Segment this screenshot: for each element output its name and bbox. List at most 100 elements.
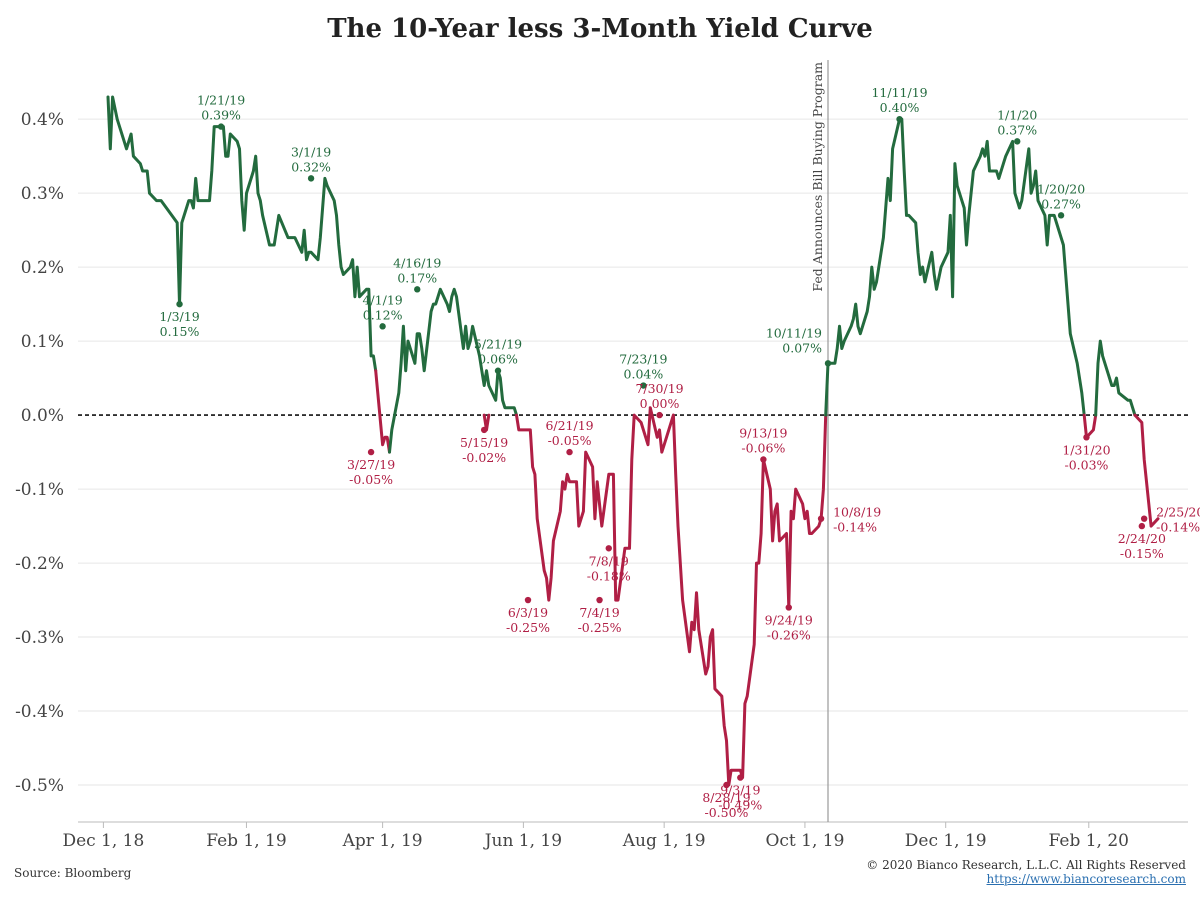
y-tick-label: 0.1% bbox=[21, 332, 64, 352]
annotation-date: 6/3/19 bbox=[508, 605, 548, 620]
annotation-value: -0.05% bbox=[548, 433, 592, 448]
annotated-point bbox=[566, 448, 573, 456]
fed-event-label: Fed Announces Bill Buying Program bbox=[810, 62, 825, 292]
annotated-point bbox=[656, 411, 663, 419]
annotation-date: 3/27/19 bbox=[347, 457, 395, 472]
y-tick-label: -0.4% bbox=[15, 702, 64, 722]
annotation-value: -0.06% bbox=[741, 440, 785, 455]
annotation-date: 5/15/19 bbox=[460, 435, 508, 450]
annotation-date: 8/28/19 bbox=[702, 790, 750, 805]
annotation-value: 0.00% bbox=[640, 396, 680, 411]
annotation-value: 0.06% bbox=[478, 352, 518, 367]
annotation-value: 0.17% bbox=[397, 270, 437, 285]
inverted-curve-segment bbox=[1133, 413, 1160, 528]
annotated-point bbox=[367, 448, 375, 456]
website-link[interactable]: https://www.biancoresearch.com bbox=[986, 872, 1186, 886]
annotation-value: -0.03% bbox=[1064, 457, 1108, 472]
copyright-text: © 2020 Bianco Research, L.L.C. All Right… bbox=[866, 858, 1186, 872]
annotation-value: -0.02% bbox=[462, 450, 506, 465]
annotation-value: 0.15% bbox=[160, 324, 200, 339]
annotation-date: 1/21/19 bbox=[197, 93, 245, 108]
annotation-date: 9/24/19 bbox=[765, 612, 813, 627]
annotation-date: 11/11/19 bbox=[871, 85, 927, 100]
y-tick-label: -0.3% bbox=[15, 628, 64, 648]
x-tick-label: Oct 1, 19 bbox=[765, 831, 844, 851]
annotation-value: -0.05% bbox=[349, 472, 393, 487]
annotated-point bbox=[480, 426, 488, 434]
annotation-date: 3/1/19 bbox=[291, 144, 331, 159]
annotation-value: 0.27% bbox=[1041, 196, 1081, 211]
annotated-point bbox=[307, 175, 315, 182]
inverted-curve-segment bbox=[374, 369, 391, 454]
annotated-point bbox=[1057, 212, 1065, 219]
annotated-point bbox=[1083, 434, 1090, 441]
y-tick-label: -0.1% bbox=[15, 480, 64, 500]
annotation-date: 2/24/20 bbox=[1118, 531, 1166, 546]
annotation-value: 0.40% bbox=[880, 100, 920, 115]
annotation-date: 1/3/19 bbox=[159, 309, 199, 324]
annotated-point bbox=[379, 323, 386, 330]
annotation-date: 1/1/20 bbox=[997, 107, 1037, 122]
annotation-value: 0.32% bbox=[291, 159, 331, 174]
annotation-value: -0.50% bbox=[704, 805, 748, 820]
annotation-value: -0.18% bbox=[587, 568, 631, 583]
annotation-value: 0.07% bbox=[782, 340, 822, 355]
x-tick-label: Dec 1, 19 bbox=[905, 831, 987, 851]
annotated-point bbox=[414, 286, 421, 293]
annotation-date: 10/11/19 bbox=[766, 325, 822, 340]
inverted-curve-segment bbox=[515, 406, 828, 787]
y-tick-label: 0.3% bbox=[21, 184, 64, 204]
positive-curve-segment bbox=[824, 117, 1086, 417]
annotated-point bbox=[737, 774, 744, 781]
annotation-value: 0.37% bbox=[997, 122, 1037, 137]
x-tick-label: Dec 1, 18 bbox=[62, 831, 144, 851]
annotated-point bbox=[1138, 522, 1146, 530]
annotation-date: 1/31/20 bbox=[1062, 442, 1110, 457]
x-tick-label: Jun 1, 19 bbox=[483, 831, 562, 851]
annotation-date: 1/20/20 bbox=[1037, 181, 1085, 196]
source-note: Source: Bloomberg bbox=[14, 866, 132, 880]
annotated-point bbox=[596, 596, 603, 604]
y-tick-label: 0.4% bbox=[21, 110, 64, 130]
annotation-layer: 1/3/190.15% 1/21/190.39% 3/1/190.32% 3/27/1… bbox=[159, 85, 1200, 820]
y-tick-label: 0.2% bbox=[21, 258, 64, 278]
annotated-point bbox=[524, 596, 532, 604]
annotated-point bbox=[723, 781, 730, 789]
annotation-date: 9/13/19 bbox=[739, 425, 787, 440]
x-tick-label: Feb 1, 20 bbox=[1049, 831, 1129, 851]
annotated-point bbox=[824, 360, 832, 367]
positive-curve-segment bbox=[1094, 339, 1137, 417]
annotation-value: -0.14% bbox=[833, 520, 877, 535]
annotated-point bbox=[760, 456, 767, 463]
annotation-value: -0.49% bbox=[718, 798, 762, 813]
annotation-date: 7/8/19 bbox=[589, 553, 629, 568]
annotation-value: -0.25% bbox=[578, 620, 622, 635]
annotated-point bbox=[817, 515, 825, 522]
annotated-point bbox=[176, 300, 183, 308]
positive-curve-segment bbox=[388, 287, 518, 454]
line-layer bbox=[106, 95, 1160, 787]
annotation-date: 6/21/19 bbox=[545, 418, 593, 433]
annotated-point bbox=[640, 382, 647, 389]
annotation-value: -0.25% bbox=[506, 620, 550, 635]
y-tick-label: 0.0% bbox=[21, 406, 64, 426]
annotated-point bbox=[494, 367, 502, 374]
annotation-date: 7/23/19 bbox=[619, 352, 667, 367]
annotation-value: -0.14% bbox=[1156, 520, 1200, 535]
annotated-point bbox=[217, 123, 225, 130]
copyright-block: © 2020 Bianco Research, L.L.C. All Right… bbox=[866, 858, 1186, 886]
annotation-date: 7/4/19 bbox=[579, 605, 619, 620]
annotation-date: 7/30/19 bbox=[635, 381, 683, 396]
event-layer: Fed Announces Bill Buying Program bbox=[810, 60, 829, 822]
annotated-point bbox=[605, 545, 612, 552]
annotation-value: 0.04% bbox=[624, 367, 664, 382]
axis-layer: 0.4% 0.3% 0.2% 0.1% 0.0% -0.1% -0.2% -0.3% -0.4%… bbox=[15, 110, 1188, 851]
annotation-date: 5/21/19 bbox=[474, 337, 522, 352]
annotated-point bbox=[1140, 515, 1148, 522]
annotation-value: 0.39% bbox=[201, 108, 241, 123]
inverted-curve-segment bbox=[1082, 413, 1098, 439]
annotated-point bbox=[896, 115, 903, 123]
annotation-value: -0.26% bbox=[767, 627, 811, 642]
x-tick-label: Feb 1, 19 bbox=[206, 831, 286, 851]
